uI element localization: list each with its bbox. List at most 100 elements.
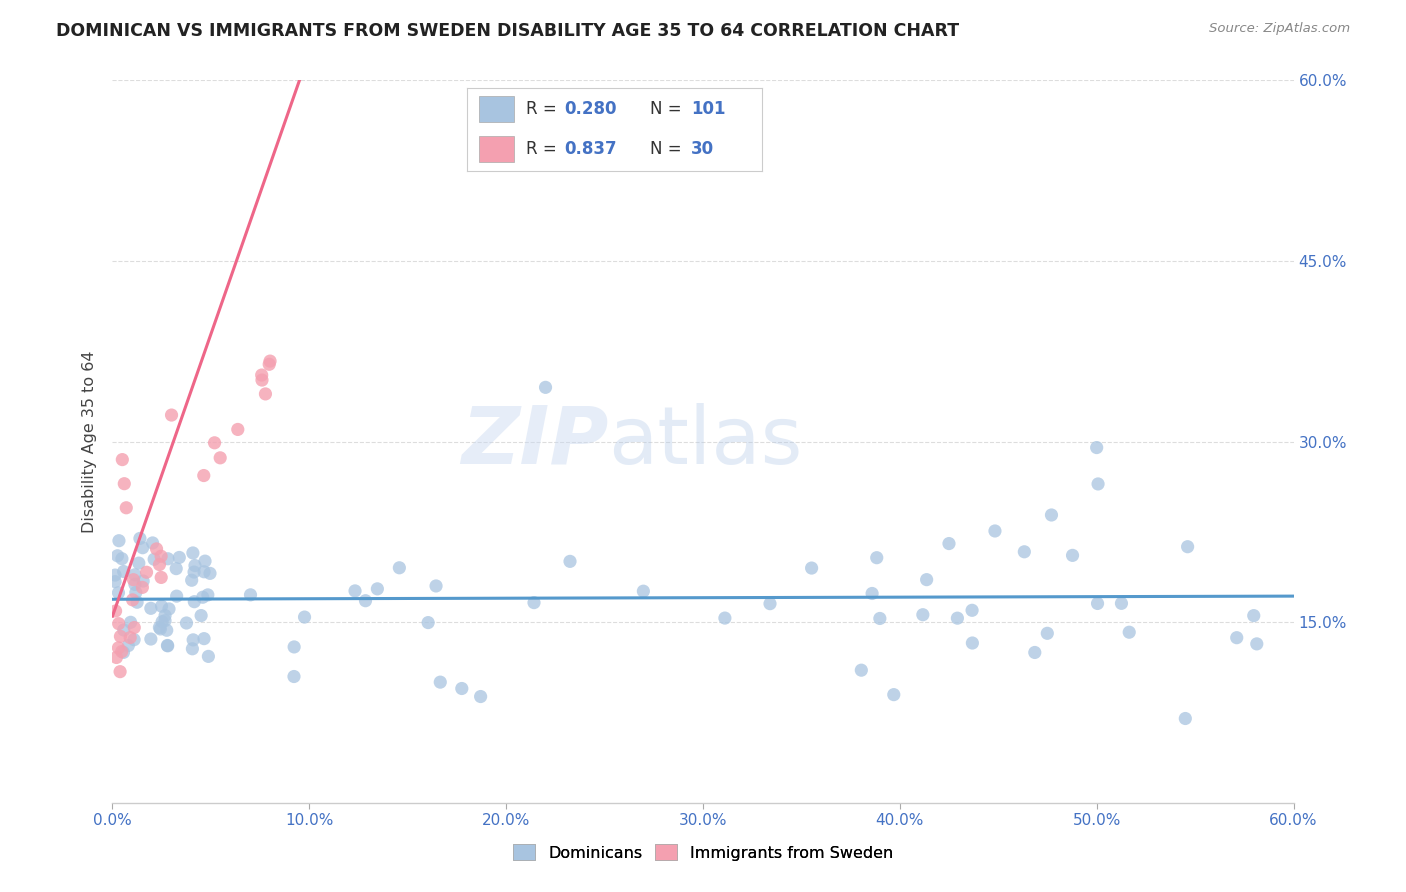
Point [156,639,179,653]
Text: 30: 30 [692,139,714,158]
Point [425,579,447,593]
Point [193,468,215,483]
Point [869,611,891,625]
Point [429,675,451,690]
Point [962,636,984,650]
Point [250,373,273,387]
Point [111,551,134,566]
Point [145,541,167,556]
Text: ZIP: ZIP [461,402,609,481]
Point [127,595,149,609]
Point [180,573,202,587]
Point [104,568,127,582]
Point [1014,545,1036,559]
Point [633,584,655,599]
Point [181,641,204,656]
Point [194,554,217,568]
Point [1087,597,1109,611]
Point [883,688,905,702]
Point [197,649,219,664]
Point [388,561,411,575]
Point [254,387,277,401]
Point [1226,631,1249,645]
Point [1087,477,1109,491]
Point [131,580,153,594]
Point [149,622,172,636]
Point [150,599,173,614]
Point [1118,625,1140,640]
Point [148,558,170,572]
Point [197,588,219,602]
Point [184,558,207,573]
Point [1036,626,1059,640]
Point [1111,596,1133,610]
Point [112,645,135,659]
Point [124,567,146,582]
Point [135,566,157,580]
Point [915,573,938,587]
Point [938,536,960,550]
Point [129,532,152,546]
Text: 0.837: 0.837 [564,139,617,158]
Point [800,561,823,575]
Point [115,500,138,515]
Point [107,586,129,600]
Point [193,565,215,579]
Point [418,615,440,630]
Point [1174,712,1197,726]
Text: Source: ZipAtlas.com: Source: ZipAtlas.com [1209,22,1350,36]
Point [866,550,889,565]
Point [250,368,273,382]
Point [150,549,173,564]
Y-axis label: Disability Age 35 to 64: Disability Age 35 to 64 [82,351,97,533]
Point [294,610,316,624]
Text: R =: R = [526,100,562,118]
Point [204,435,226,450]
Point [1177,540,1199,554]
Point [366,582,388,596]
Point [112,565,135,579]
Point [150,615,173,629]
FancyBboxPatch shape [478,95,515,122]
Point [110,629,132,643]
Point [714,611,737,625]
Point [122,573,145,587]
Point [111,452,134,467]
Text: atlas: atlas [609,402,803,481]
Legend: Dominicans, Immigrants from Sweden: Dominicans, Immigrants from Sweden [506,838,900,867]
Text: R =: R = [526,139,562,158]
Point [1243,608,1265,623]
Point [142,536,165,550]
Point [960,603,983,617]
Point [122,632,145,647]
Point [107,616,129,631]
Point [1024,645,1046,659]
Point [209,450,232,465]
Point [156,639,179,653]
Point [193,632,215,646]
Point [1040,508,1063,522]
Point [558,554,581,568]
Point [198,566,221,581]
Point [1062,549,1084,563]
Point [157,602,180,616]
Text: DOMINICAN VS IMMIGRANTS FROM SWEDEN DISABILITY AGE 35 TO 64 CORRELATION CHART: DOMINICAN VS IMMIGRANTS FROM SWEDEN DISA… [56,22,959,40]
Point [108,533,131,548]
Point [181,632,204,647]
Point [470,690,492,704]
Point [120,615,142,630]
Point [112,623,135,637]
Point [124,577,146,591]
Point [111,644,134,658]
Point [239,588,262,602]
Point [226,422,249,436]
Point [104,604,127,618]
Point [139,632,162,646]
Point [911,607,934,622]
Text: 101: 101 [692,100,725,118]
Point [169,550,191,565]
Point [160,408,183,422]
Point [851,663,873,677]
Text: N =: N = [650,100,686,118]
Point [122,621,145,635]
